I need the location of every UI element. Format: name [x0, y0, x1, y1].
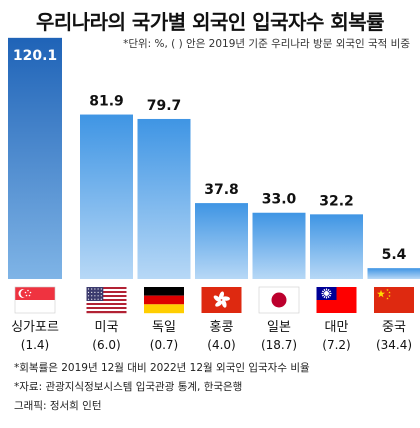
- taiwan-flag-icon: [316, 287, 357, 313]
- hongkong-flag-icon: [201, 287, 242, 313]
- value-label-5: 33.0: [262, 192, 297, 208]
- share-label-7: (34.4): [376, 338, 412, 352]
- category-label-6: 대만: [325, 320, 349, 335]
- chart-title: 우리나라의 국가별 외국인 입국자수 회복률: [35, 10, 385, 34]
- value-label-2: 81.9: [89, 94, 124, 110]
- category-label-2: 미국: [95, 320, 119, 335]
- singapore-flag-icon: [14, 286, 56, 314]
- share-label-3: (0.7): [150, 338, 178, 352]
- bar-2: [80, 114, 133, 279]
- bar-5: [252, 212, 306, 279]
- category-label-5: 일본: [267, 320, 291, 335]
- germany-flag-icon: [144, 287, 184, 314]
- bar-6: [310, 214, 363, 279]
- bar-7: [367, 268, 420, 279]
- share-label-2: (6.0): [92, 338, 120, 352]
- share-label-4: (4.0): [207, 338, 235, 352]
- category-label-7: 중국: [382, 320, 406, 335]
- bar-4: [195, 203, 248, 279]
- share-label-5: (18.7): [261, 338, 297, 352]
- graphic-credit: 그래픽: 정서희 인턴: [14, 400, 102, 412]
- category-label-4: 홍콩: [210, 320, 234, 335]
- category-label-3: 독일: [152, 320, 176, 335]
- value-label-6: 32.2: [319, 193, 354, 209]
- value-label-7: 5.4: [382, 247, 407, 263]
- chart-subtitle: *단위: %, ( ) 안은 2019년 기준 우리나라 방문 외국인 국적 비…: [123, 38, 410, 50]
- category-label-1: 싱가포르: [11, 320, 59, 335]
- usa-flag-icon: [86, 287, 127, 314]
- footnote-source: *자료: 관광지식정보시스템 입국관광 통계, 한국은행: [14, 381, 243, 393]
- china-flag-icon: [374, 287, 414, 313]
- bar-1: [8, 37, 62, 279]
- japan-flag-icon: [258, 286, 300, 314]
- value-label-4: 37.8: [204, 182, 239, 198]
- footnotes: *회복률은 2019년 12월 대비 2022년 12월 외국인 입국자수 비율…: [14, 359, 310, 416]
- value-label-3: 79.7: [147, 98, 182, 114]
- share-label-6: (7.2): [322, 338, 350, 352]
- bar-3: [137, 118, 191, 279]
- share-label-1: (1.4): [21, 338, 49, 352]
- footnote-recovery-definition: *회복률은 2019년 12월 대비 2022년 12월 외국인 입국자수 비율: [14, 362, 310, 374]
- value-label-1: 120.1: [13, 48, 57, 64]
